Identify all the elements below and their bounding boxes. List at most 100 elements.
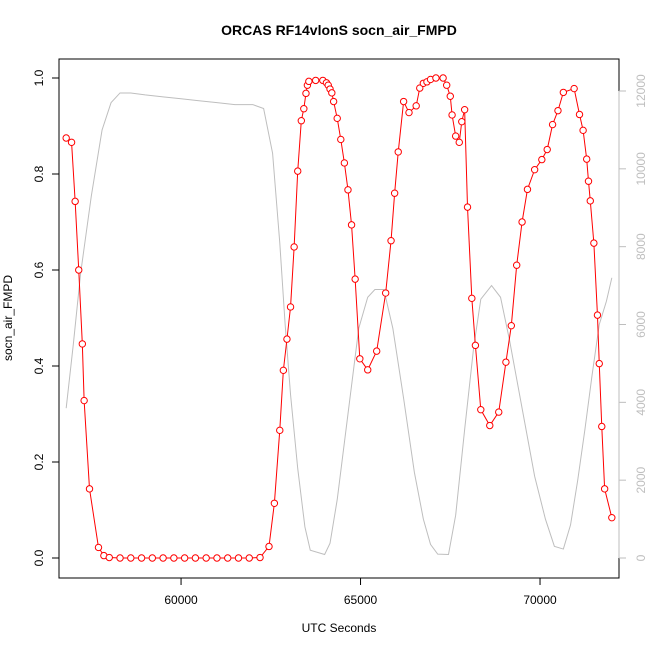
x-axis: 60000 65000 70000: [164, 577, 557, 607]
y-axis-left: 0.0 0.2 0.4 0.6 0.8 1.0: [32, 69, 60, 566]
data-point: [364, 366, 372, 374]
y2-tick-label: 10000: [634, 152, 648, 186]
data-point: [137, 554, 146, 562]
x-tick-label: 60000: [164, 593, 198, 607]
data-point: [543, 145, 551, 154]
data-point: [595, 359, 603, 368]
data-point: [575, 110, 584, 119]
y2-tick-label: 2000: [634, 466, 648, 493]
data-point: [213, 554, 221, 562]
data-point: [105, 553, 113, 562]
data-point: [85, 485, 94, 493]
data-point: [351, 275, 359, 283]
y-axis-label: socn_air_FMPD: [1, 275, 15, 361]
data-point: [502, 358, 510, 366]
data-point: [337, 135, 345, 144]
data-point: [446, 92, 454, 100]
data-point: [286, 303, 295, 311]
data-point: [333, 114, 341, 123]
data-point: [512, 261, 521, 269]
data-point: [530, 165, 539, 174]
data-point: [471, 341, 480, 350]
data-point: [75, 266, 83, 274]
data-point: [538, 155, 546, 164]
data-point: [477, 405, 485, 414]
y-tick-label: 0.6: [32, 261, 46, 278]
data-point: [554, 106, 562, 115]
series-layer: [62, 74, 616, 562]
data-point: [559, 88, 568, 97]
data-point: [170, 554, 178, 562]
data-point: [448, 111, 456, 119]
data-point: [570, 84, 578, 93]
y-tick-label: 0.4: [32, 357, 46, 374]
data-point: [311, 76, 320, 85]
y-tick-label: 0.8: [32, 165, 46, 182]
y-tick-label: 0.2: [32, 453, 46, 470]
data-point: [279, 366, 288, 375]
data-point: [608, 513, 616, 522]
data-point: [451, 132, 460, 140]
data-point: [245, 554, 253, 562]
data-point: [290, 243, 298, 251]
data-point: [439, 74, 447, 82]
data-point: [234, 554, 243, 562]
data-point: [458, 117, 466, 126]
data-point: [116, 554, 124, 562]
y-axis-right: 0 2000 4000 6000 8000 10000 12000: [618, 74, 648, 561]
data-point: [265, 542, 273, 551]
data-point: [71, 197, 79, 206]
data-point: [80, 396, 88, 405]
data-point: [399, 97, 408, 106]
data-point: [202, 554, 210, 562]
y2-tick-label: 4000: [634, 389, 648, 416]
data-point: [127, 554, 135, 562]
data-point: [579, 126, 587, 135]
data-point: [62, 134, 70, 142]
data-point: [586, 197, 594, 205]
data-point: [486, 421, 494, 430]
data-point: [302, 89, 310, 98]
data-point: [584, 177, 593, 185]
data-point: [455, 138, 463, 147]
y2-tick-label: 6000: [634, 311, 648, 338]
data-point: [600, 485, 609, 493]
data-point: [297, 117, 306, 125]
data-point: [390, 189, 399, 197]
data-point: [381, 289, 390, 297]
x-tick-label: 65000: [344, 593, 378, 607]
data-point: [548, 120, 557, 129]
data-point: [270, 499, 279, 507]
x-tick-label: 70000: [523, 593, 557, 607]
data-point: [94, 543, 103, 552]
y-tick-label: 1.0: [32, 69, 46, 86]
data-point: [463, 203, 472, 211]
data-point: [518, 218, 526, 226]
data-point: [598, 422, 606, 431]
data-point: [305, 77, 313, 86]
data-point: [412, 102, 420, 110]
data-point: [468, 294, 476, 303]
data-point: [372, 347, 381, 355]
data-point: [78, 340, 87, 348]
data-point: [442, 81, 451, 89]
data-point: [387, 237, 395, 245]
x-axis-label: UTC Seconds: [302, 621, 377, 635]
data-point: [191, 554, 200, 562]
data-point: [344, 186, 352, 194]
data-point: [394, 148, 402, 156]
data-point: [340, 159, 349, 167]
data-point: [347, 221, 356, 229]
data-point: [460, 105, 469, 114]
y2-tick-label: 8000: [634, 233, 648, 260]
data-point: [405, 108, 413, 117]
data-point: [416, 84, 424, 92]
data-point: [507, 321, 516, 330]
data-point: [283, 335, 291, 343]
data-point: [582, 155, 591, 163]
data-point: [148, 554, 157, 562]
data-point: [356, 355, 364, 363]
data-point: [328, 89, 336, 97]
